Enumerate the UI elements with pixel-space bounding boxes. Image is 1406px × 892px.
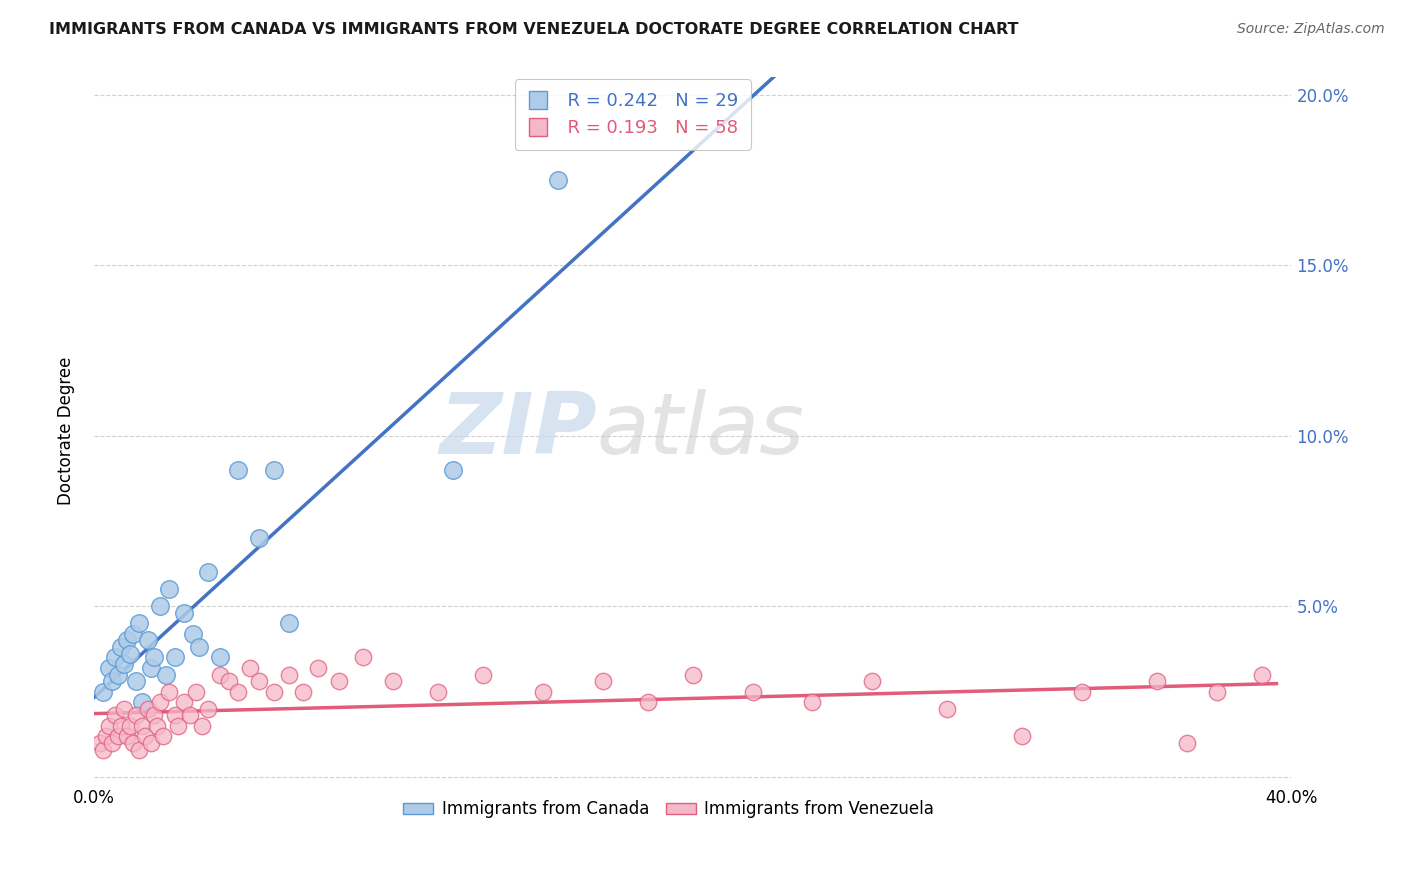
Point xyxy=(110,719,132,733)
Point xyxy=(157,582,180,597)
Point xyxy=(801,695,824,709)
Point xyxy=(860,674,883,689)
Point xyxy=(1205,684,1227,698)
Point xyxy=(107,729,129,743)
Point xyxy=(101,736,124,750)
Point xyxy=(1175,736,1198,750)
Point xyxy=(125,674,148,689)
Point xyxy=(592,674,614,689)
Point xyxy=(97,661,120,675)
Point xyxy=(352,650,374,665)
Point xyxy=(115,633,138,648)
Point xyxy=(89,736,111,750)
Point xyxy=(91,684,114,698)
Point xyxy=(218,674,240,689)
Point xyxy=(121,626,143,640)
Point xyxy=(208,667,231,681)
Point xyxy=(179,708,201,723)
Point xyxy=(328,674,350,689)
Point xyxy=(263,684,285,698)
Point xyxy=(239,661,262,675)
Point xyxy=(149,695,172,709)
Point xyxy=(173,695,195,709)
Point xyxy=(682,667,704,681)
Point xyxy=(146,719,169,733)
Point xyxy=(427,684,450,698)
Point xyxy=(136,701,159,715)
Point xyxy=(149,599,172,614)
Point xyxy=(112,701,135,715)
Point xyxy=(163,708,186,723)
Point xyxy=(155,667,177,681)
Point xyxy=(139,736,162,750)
Point xyxy=(128,616,150,631)
Point xyxy=(531,684,554,698)
Point xyxy=(187,640,209,655)
Point xyxy=(292,684,315,698)
Point xyxy=(136,633,159,648)
Point xyxy=(101,674,124,689)
Point xyxy=(263,463,285,477)
Point xyxy=(247,674,270,689)
Point xyxy=(97,719,120,733)
Point xyxy=(118,719,141,733)
Point xyxy=(104,708,127,723)
Point xyxy=(197,701,219,715)
Point xyxy=(112,657,135,672)
Point xyxy=(197,565,219,579)
Point xyxy=(184,684,207,698)
Point xyxy=(741,684,763,698)
Point xyxy=(157,684,180,698)
Point xyxy=(115,729,138,743)
Point xyxy=(190,719,212,733)
Point xyxy=(166,719,188,733)
Point xyxy=(208,650,231,665)
Point xyxy=(637,695,659,709)
Point xyxy=(139,661,162,675)
Point xyxy=(226,463,249,477)
Point xyxy=(277,616,299,631)
Point xyxy=(181,626,204,640)
Point xyxy=(441,463,464,477)
Legend: Immigrants from Canada, Immigrants from Venezuela: Immigrants from Canada, Immigrants from … xyxy=(396,794,941,825)
Point xyxy=(1250,667,1272,681)
Point xyxy=(226,684,249,698)
Point xyxy=(152,729,174,743)
Point xyxy=(277,667,299,681)
Point xyxy=(1011,729,1033,743)
Point xyxy=(382,674,405,689)
Point xyxy=(91,742,114,756)
Point xyxy=(163,650,186,665)
Point xyxy=(1146,674,1168,689)
Point xyxy=(547,173,569,187)
Point xyxy=(110,640,132,655)
Text: Source: ZipAtlas.com: Source: ZipAtlas.com xyxy=(1237,22,1385,37)
Point xyxy=(134,729,156,743)
Text: IMMIGRANTS FROM CANADA VS IMMIGRANTS FROM VENEZUELA DOCTORATE DEGREE CORRELATION: IMMIGRANTS FROM CANADA VS IMMIGRANTS FRO… xyxy=(49,22,1019,37)
Point xyxy=(142,708,165,723)
Text: atlas: atlas xyxy=(598,389,804,472)
Point xyxy=(94,729,117,743)
Point xyxy=(936,701,959,715)
Point xyxy=(472,667,495,681)
Point xyxy=(131,695,153,709)
Point xyxy=(128,742,150,756)
Point xyxy=(131,719,153,733)
Point xyxy=(308,661,330,675)
Point xyxy=(142,650,165,665)
Point xyxy=(121,736,143,750)
Point xyxy=(125,708,148,723)
Point xyxy=(104,650,127,665)
Point xyxy=(118,647,141,661)
Point xyxy=(247,531,270,545)
Point xyxy=(173,606,195,620)
Point xyxy=(1070,684,1092,698)
Point xyxy=(107,667,129,681)
Y-axis label: Doctorate Degree: Doctorate Degree xyxy=(58,357,75,505)
Text: ZIP: ZIP xyxy=(439,389,598,472)
